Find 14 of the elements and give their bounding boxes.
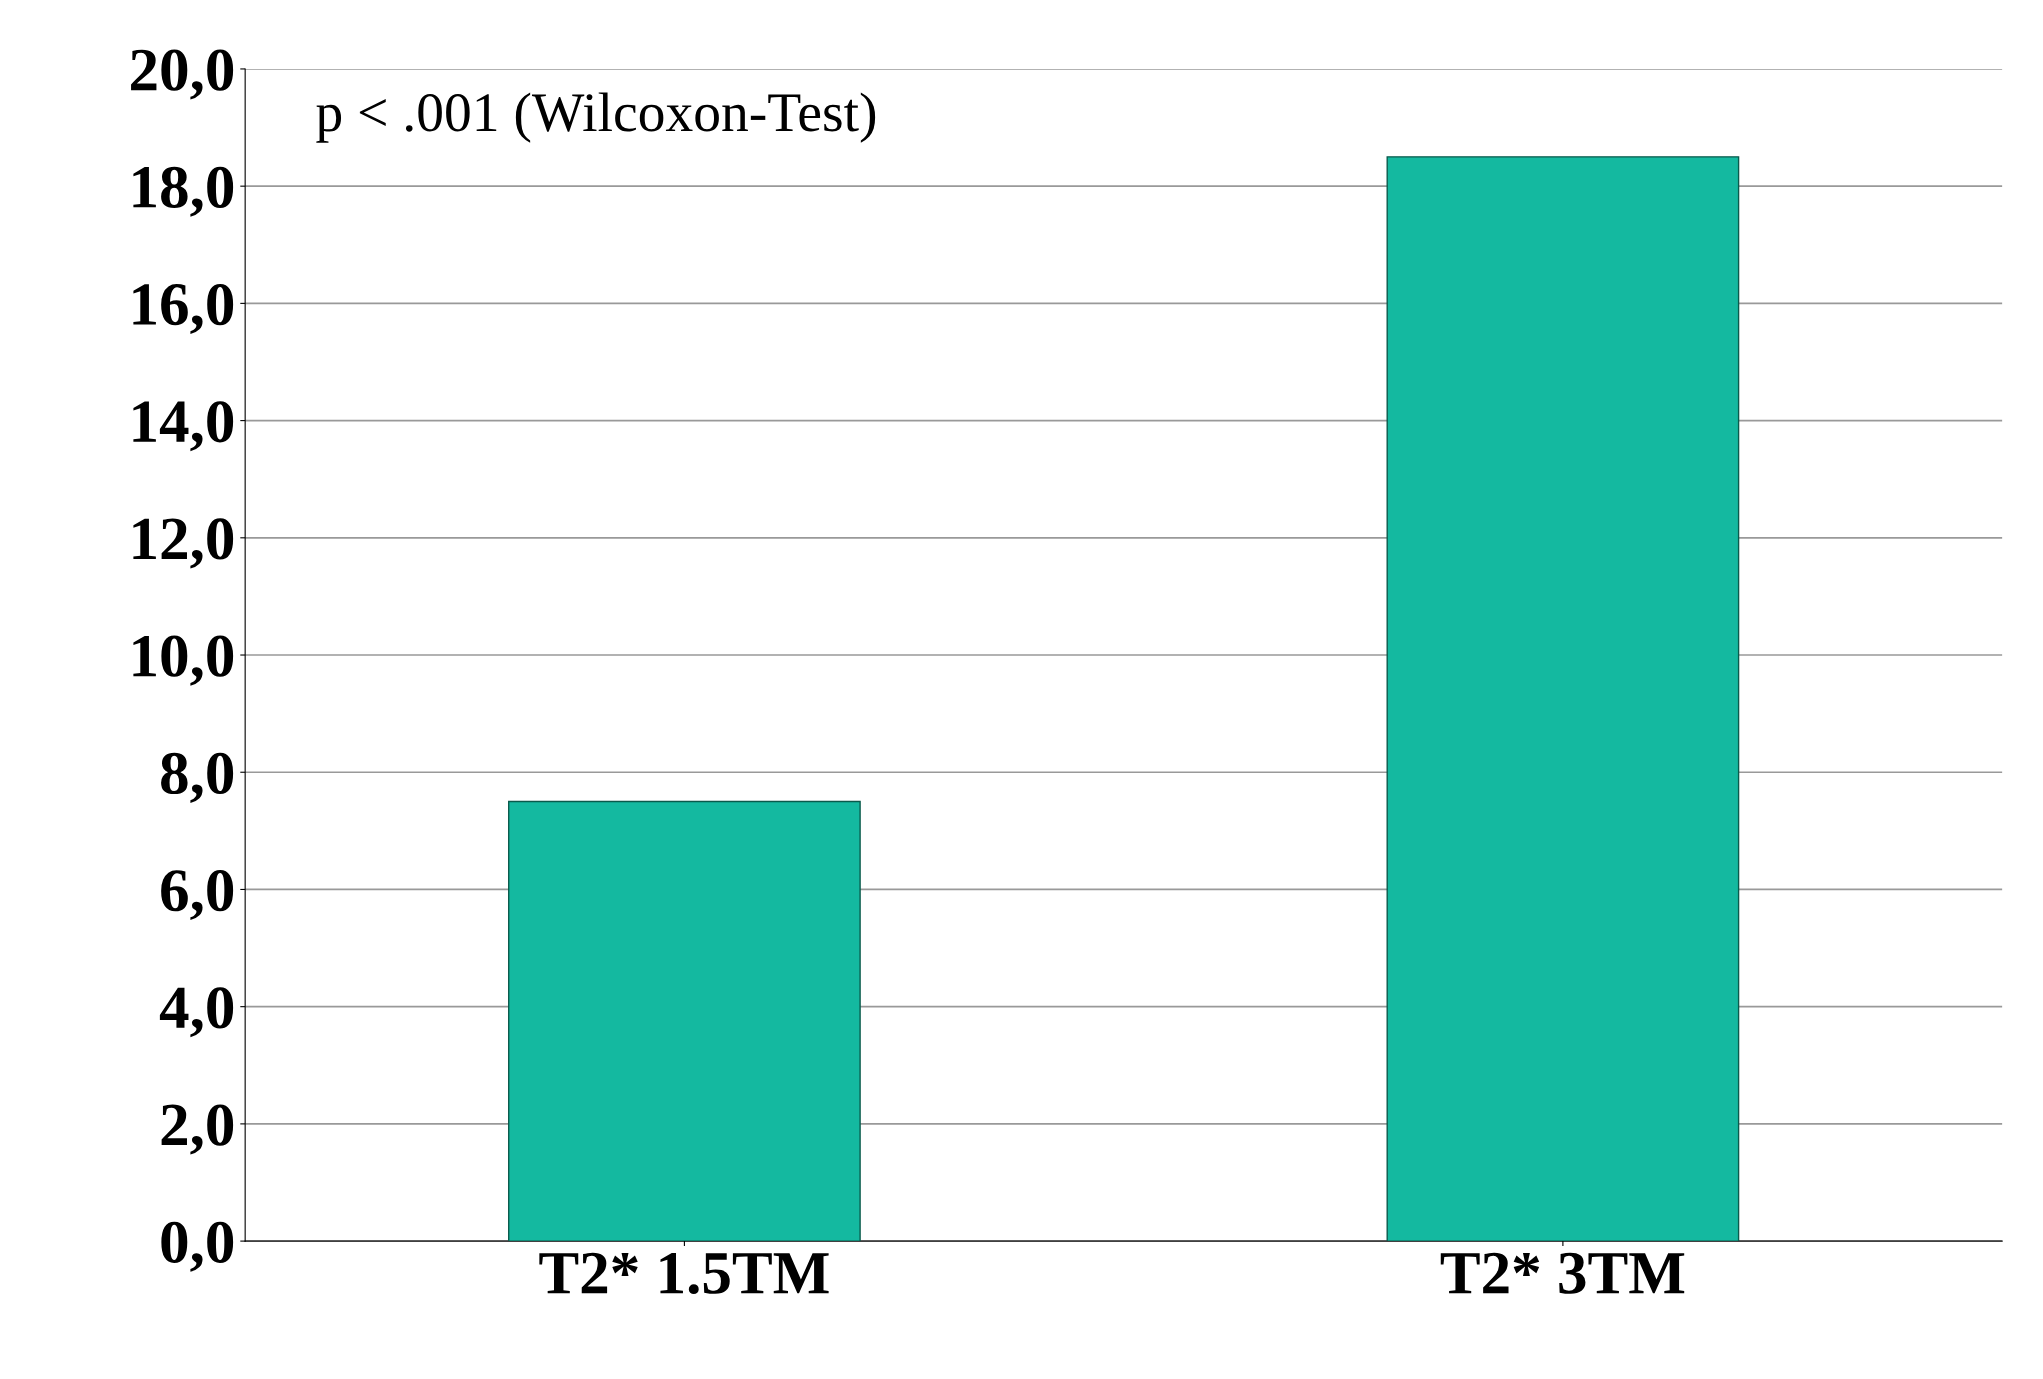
y-tick-label: 6,0 xyxy=(161,870,234,921)
y-tick-label: 0,0 xyxy=(161,1221,234,1272)
y-tick-label: 10,0 xyxy=(133,635,234,686)
y-tick-label: 12,0 xyxy=(133,518,234,569)
y-tick-label: 16,0 xyxy=(133,283,234,335)
annotation: p < .001 (Wilcoxon-Test) xyxy=(316,92,876,143)
y-tick-label: 2,0 xyxy=(161,1104,234,1155)
y-tick-label: 20,0 xyxy=(131,49,234,100)
y-tick-label: 14,0 xyxy=(133,401,234,452)
x-tick-label: T2* 1.5TM xyxy=(539,1252,829,1295)
y-tick-label: 18,0 xyxy=(133,166,234,217)
y-tick-label: 8,0 xyxy=(161,752,234,803)
y-tick-label: 4,0 xyxy=(159,987,234,1038)
x-tick-label: T2* 3TM xyxy=(1440,1252,1685,1294)
